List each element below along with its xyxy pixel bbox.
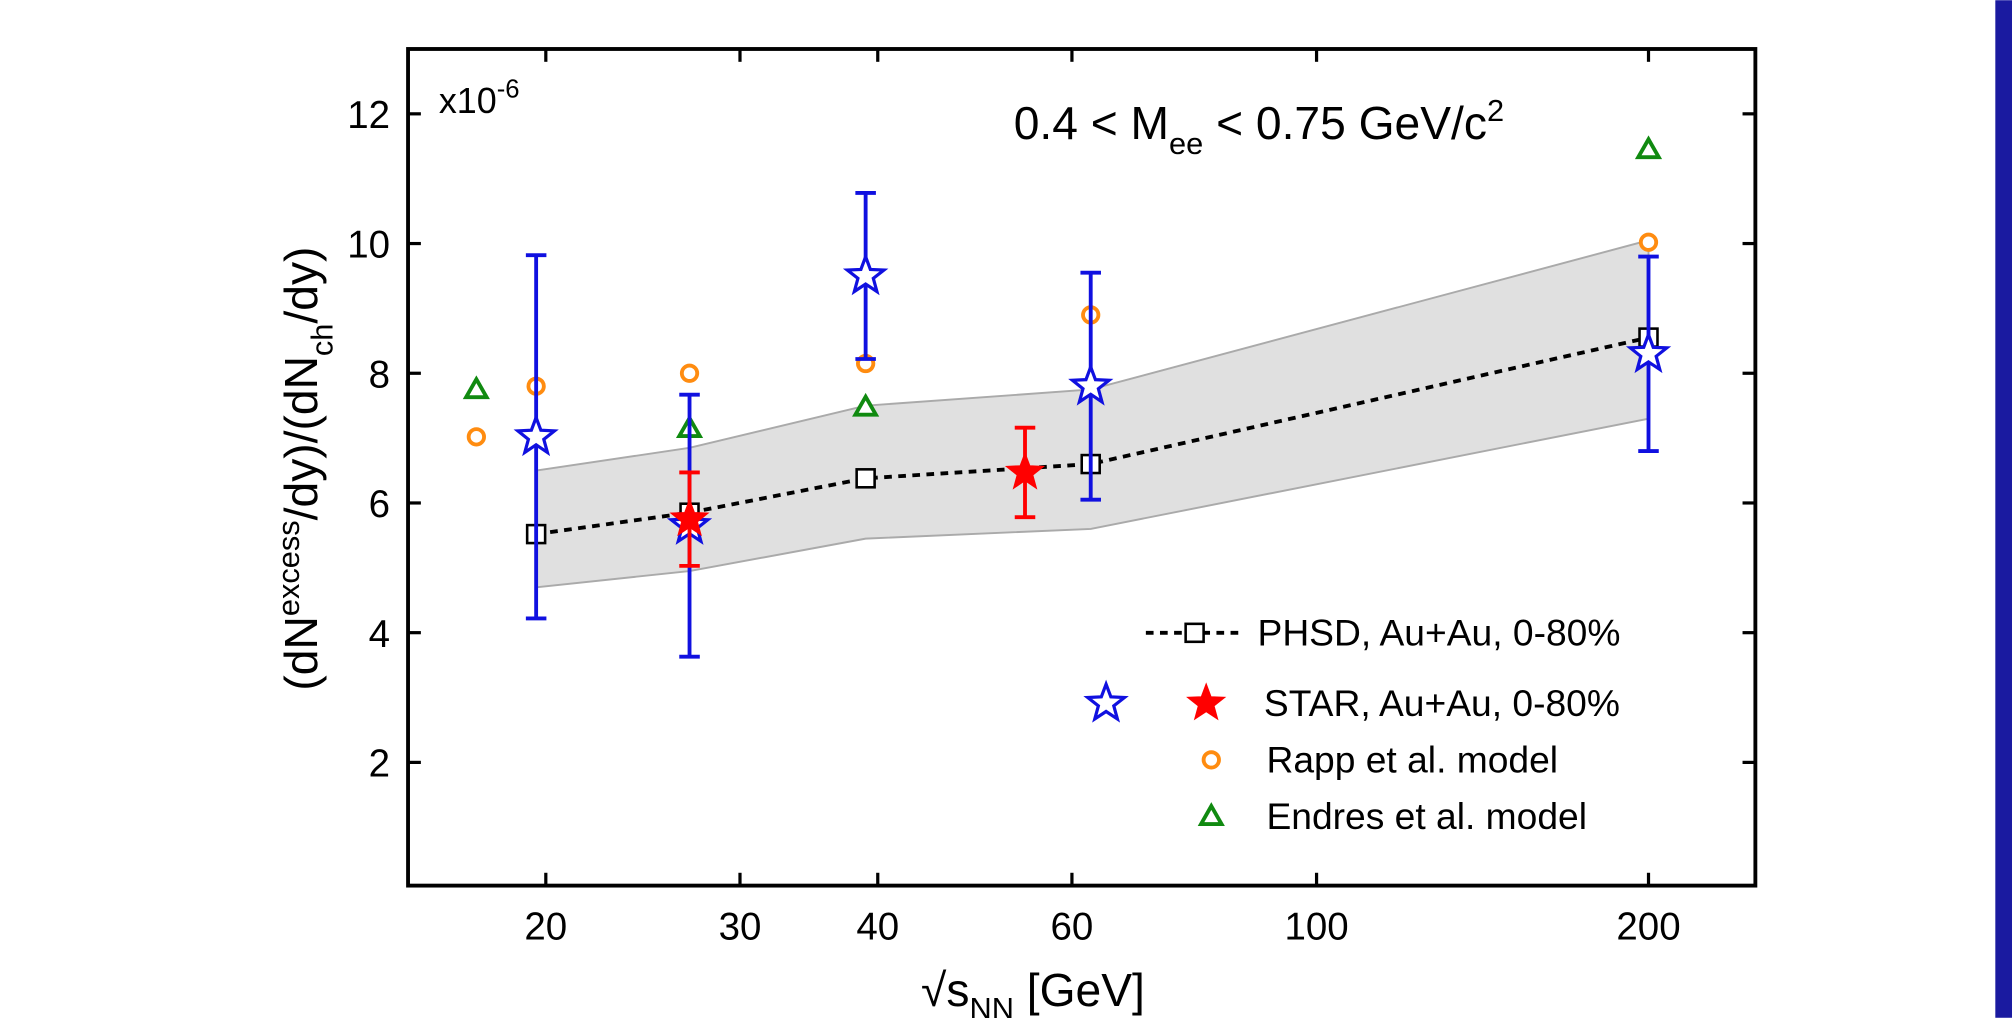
- marker-square: [1184, 622, 1205, 644]
- x-tick-label: 200: [1616, 906, 1680, 949]
- ylabel-sub: ch: [304, 324, 339, 357]
- xlabel-part: [GeV]: [1014, 964, 1145, 1016]
- annotation-sub: ee: [1169, 126, 1203, 161]
- annotation-part: < 0.75 GeV/c: [1203, 97, 1487, 149]
- marker-star: [1625, 330, 1672, 374]
- legend-label: PHSD, Au+Au, 0-80%: [1258, 612, 1621, 654]
- ylabel-sup: excess: [271, 520, 306, 616]
- x-tick-label: 20: [524, 906, 567, 949]
- marker-star: [1083, 679, 1129, 723]
- annotation: 0.4 < Mee < 0.75 GeV/c2: [1014, 93, 1504, 161]
- ylabel-part: (dN: [275, 616, 327, 690]
- y-tick-label: 8: [369, 353, 390, 396]
- annotation-sup: 2: [1487, 93, 1504, 128]
- x-tick-label: 30: [719, 906, 762, 949]
- xlabel-part: √s: [921, 964, 969, 1016]
- ylabel-part: /dy)/(dN: [275, 356, 327, 520]
- marker-square: [855, 468, 876, 489]
- marker-star: [1004, 451, 1046, 490]
- x-tick-label: 40: [856, 906, 899, 949]
- frame: [406, 47, 1758, 888]
- xlabel-sub: NN: [969, 991, 1013, 1018]
- multiplier-base: x10: [439, 80, 497, 121]
- marker-triangle: [852, 392, 880, 417]
- multiplier: x10-6: [439, 76, 520, 121]
- ylabel-part: /dy): [275, 247, 327, 324]
- marker-star: [513, 412, 559, 457]
- y-axis-label: (dNexcess/dy)/(dNch/dy): [271, 247, 339, 691]
- annotation-part: 0.4 < M: [1014, 97, 1169, 149]
- marker-star: [669, 498, 710, 537]
- marker-circle: [1201, 750, 1221, 770]
- edge-bar: [1995, 0, 2012, 1018]
- legend-label: STAR, Au+Au, 0-80%: [1264, 682, 1620, 724]
- legend-label: Endres et al. model: [1266, 795, 1587, 837]
- marker-circle: [466, 427, 486, 447]
- y-tick-label: 12: [347, 94, 390, 137]
- marker-triangle: [1634, 135, 1663, 160]
- marker-star: [842, 252, 889, 296]
- marker-triangle: [1197, 802, 1225, 826]
- y-tick-label: 4: [369, 613, 390, 656]
- marker-circle: [1638, 232, 1659, 252]
- x-axis-label: √sNN [GeV]: [921, 964, 1145, 1018]
- plot-area: [408, 48, 1756, 886]
- marker-star: [1068, 362, 1114, 406]
- y-tick-label: 6: [369, 483, 390, 526]
- y-tick-label: 2: [369, 742, 390, 785]
- multiplier-exp: -6: [497, 76, 520, 104]
- y-tick-label: 10: [347, 224, 390, 267]
- legend-label: Rapp et al. model: [1266, 739, 1558, 781]
- marker-triangle: [462, 375, 490, 400]
- marker-circle: [679, 363, 700, 383]
- x-tick-label: 60: [1051, 906, 1094, 949]
- series-line: [535, 335, 1649, 537]
- marker-star: [1186, 682, 1227, 721]
- x-tick-label: 100: [1284, 906, 1348, 949]
